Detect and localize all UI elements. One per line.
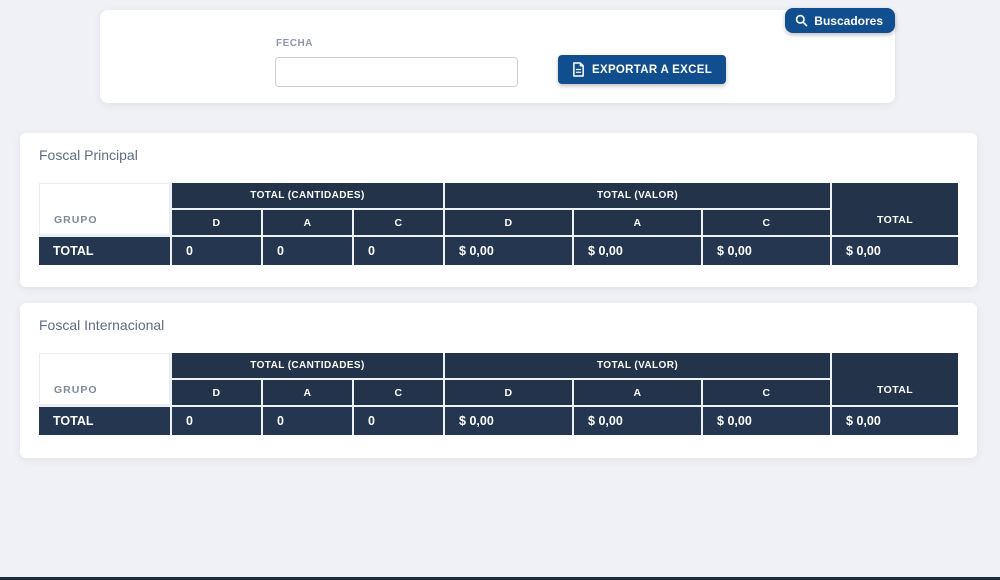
valor-header: TOTAL (VALOR) <box>443 353 833 380</box>
fecha-input[interactable] <box>275 57 518 87</box>
valor-header: TOTAL (VALOR) <box>443 183 833 210</box>
section-title: Foscal Internacional <box>39 317 165 333</box>
section-foscal-internacional: Foscal Internacional GRUPO TOTAL (CANTID… <box>20 303 977 458</box>
col-header-a: A <box>261 378 354 407</box>
cell-total: $ 0,00 <box>830 235 959 265</box>
buscadores-label: Buscadores <box>814 13 883 28</box>
total-column-header: TOTAL <box>830 183 959 237</box>
cell-valor-d: $ 0,00 <box>443 235 575 265</box>
cell-valor-c: $ 0,00 <box>701 405 833 435</box>
table-row: TOTAL 0 0 0 $ 0,00 $ 0,00 $ 0,00 $ 0,00 <box>39 235 959 265</box>
grupo-header: GRUPO <box>39 353 172 407</box>
buscadores-button[interactable]: Buscadores <box>785 8 895 33</box>
fecha-label: FECHA <box>276 38 313 49</box>
export-excel-button[interactable]: EXPORTAR A EXCEL <box>558 55 727 84</box>
cell-total: $ 0,00 <box>830 405 959 435</box>
totals-table: GRUPO TOTAL (CANTIDADES) TOTAL (VALOR) T… <box>39 353 959 435</box>
cell-cant-d: 0 <box>170 405 263 435</box>
cell-valor-c: $ 0,00 <box>701 235 833 265</box>
cell-cant-c: 0 <box>351 405 446 435</box>
bottom-edge-bar <box>0 577 1000 580</box>
cell-cant-c: 0 <box>351 235 446 265</box>
search-icon <box>795 14 808 27</box>
cell-valor-d: $ 0,00 <box>443 405 575 435</box>
row-label: TOTAL <box>39 235 172 265</box>
col-header-d: D <box>443 208 575 237</box>
section-foscal-principal: Foscal Principal GRUPO TOTAL (CANTIDADES… <box>20 133 977 287</box>
cell-cant-d: 0 <box>170 235 263 265</box>
cell-valor-a: $ 0,00 <box>572 405 704 435</box>
totals-table: GRUPO TOTAL (CANTIDADES) TOTAL (VALOR) T… <box>39 183 959 265</box>
col-header-d: D <box>171 208 263 237</box>
file-icon <box>572 62 585 77</box>
col-header-c: C <box>351 208 446 237</box>
grupo-header: GRUPO <box>39 183 172 237</box>
col-header-a: A <box>261 208 354 237</box>
col-header-a: A <box>572 208 704 237</box>
total-column-header: TOTAL <box>830 353 959 407</box>
cell-cant-a: 0 <box>261 405 354 435</box>
section-title: Foscal Principal <box>39 147 138 163</box>
cell-cant-a: 0 <box>261 235 354 265</box>
export-excel-label: EXPORTAR A EXCEL <box>592 63 713 76</box>
col-header-c: C <box>351 378 446 407</box>
filter-card: Buscadores FECHA EXPORTAR A EXCEL <box>100 8 895 103</box>
col-header-c: C <box>701 208 832 237</box>
cantidades-header: TOTAL (CANTIDADES) <box>169 353 446 380</box>
col-header-d: D <box>443 378 575 407</box>
col-header-c: C <box>701 378 832 407</box>
cantidades-header: TOTAL (CANTIDADES) <box>169 183 446 210</box>
table-row: TOTAL 0 0 0 $ 0,00 $ 0,00 $ 0,00 $ 0,00 <box>39 405 959 435</box>
cell-valor-a: $ 0,00 <box>572 235 704 265</box>
col-header-a: A <box>572 378 704 407</box>
row-label: TOTAL <box>39 405 172 435</box>
col-header-d: D <box>171 378 263 407</box>
